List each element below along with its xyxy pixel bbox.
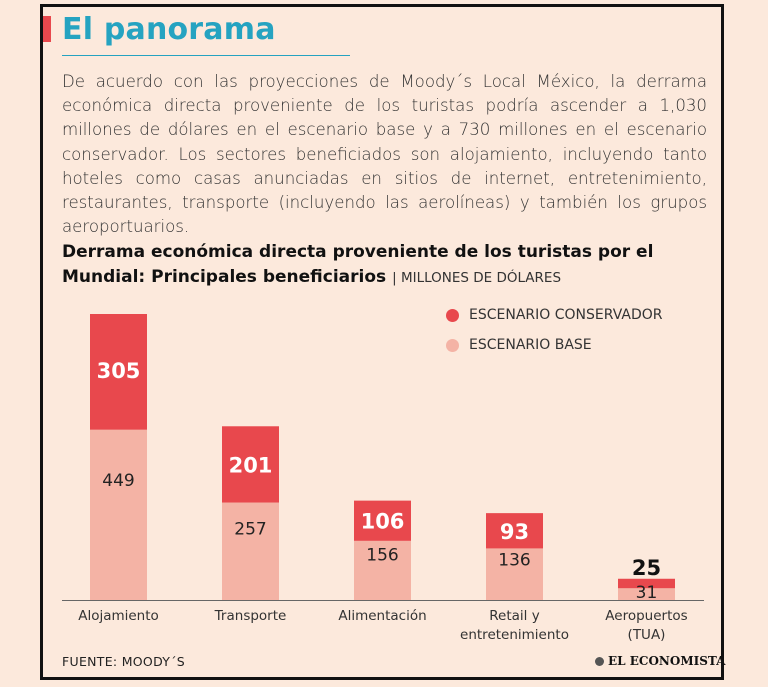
legend-label-conservador: ESCENARIO CONSERVADOR (469, 307, 663, 323)
legend-label-base: ESCENARIO BASE (469, 337, 592, 353)
bar-segment-base (354, 540, 411, 600)
chart-unit: | MILLONES DE DÓLARES (392, 270, 562, 286)
publisher-logo: EL ECONOMISTA (595, 654, 725, 668)
data-label-conservador: 25 (632, 556, 661, 580)
data-label-base: 156 (366, 545, 398, 565)
bar-segment-conservador (486, 513, 543, 549)
legend-swatch-base (446, 338, 459, 352)
bar-segment-base (486, 548, 543, 600)
chart-legend: ESCENARIO CONSERVADOR ESCENARIO BASE (446, 300, 662, 360)
data-label-conservador: 93 (500, 520, 529, 544)
source-note: FUENTE: MOODY´S (62, 654, 186, 669)
data-label-base: 257 (234, 520, 266, 540)
title-accent-bar (43, 16, 51, 42)
data-label-base: 449 (102, 471, 134, 491)
x-tick-label: Alimentación (338, 608, 426, 624)
data-label-conservador: 305 (97, 359, 141, 383)
data-label-conservador: 106 (361, 510, 405, 534)
title-underline (62, 55, 350, 56)
bar-segment-conservador (90, 314, 147, 430)
bar-segment-base (90, 429, 147, 600)
bar-segment-conservador (618, 578, 675, 589)
x-tick-label: Transporte (214, 608, 287, 624)
chart-title-text: Derrama económica directa proveniente de… (62, 242, 654, 287)
intro-paragraph: De acuerdo con las proyecciones de Moody… (62, 72, 707, 237)
infographic-frame (40, 4, 724, 680)
page-title: El panorama (62, 12, 276, 47)
globe-icon (595, 656, 604, 666)
x-tick-label: Retail y entretenimiento (460, 608, 569, 643)
x-tick-label: Alojamiento (78, 608, 159, 624)
legend-item-base: ESCENARIO BASE (446, 330, 662, 360)
x-tick-label: Aeropuertos (TUA) (605, 608, 687, 643)
bar-segment-conservador (354, 500, 411, 541)
bar-segment-conservador (222, 426, 279, 503)
data-label-base: 136 (498, 550, 530, 570)
legend-swatch-conservador (446, 308, 459, 322)
bar-segment-base (618, 588, 675, 600)
data-label-conservador: 201 (229, 453, 273, 477)
chart-unit-text: MILLONES DE DÓLARES (400, 270, 562, 286)
legend-item-conservador: ESCENARIO CONSERVADOR (446, 300, 662, 330)
publisher-name: EL ECONOMISTA (608, 654, 726, 668)
data-label-base: 31 (636, 583, 658, 603)
chart-title: Derrama económica directa proveniente de… (62, 240, 712, 291)
bar-segment-base (222, 502, 279, 600)
